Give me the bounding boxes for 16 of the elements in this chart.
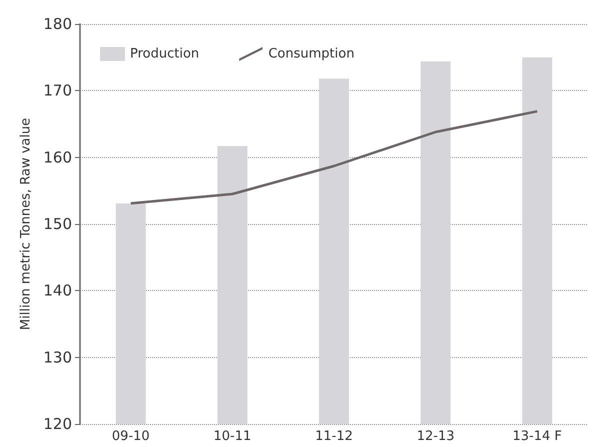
y-tick-label: 150	[43, 215, 72, 233]
y-axis-title: Million metric Tonnes, Raw value	[18, 118, 34, 330]
y-tick-label: 140	[43, 282, 72, 300]
x-tick-label: 10-11	[214, 429, 252, 444]
line-series	[130, 110, 538, 205]
y-tick-label: 180	[43, 15, 72, 33]
x-tick-label: 09-10	[112, 429, 150, 444]
x-tick-label: 11-12	[315, 429, 353, 444]
y-tick-label: 120	[43, 415, 72, 433]
y-tick-label: 130	[43, 348, 72, 366]
legend-label: Consumption	[268, 46, 354, 62]
y-tick-label: 170	[43, 82, 72, 100]
x-tick-label: 13-14 F	[512, 429, 562, 444]
y-tick-label: 160	[43, 148, 72, 166]
legend-label: Production	[130, 46, 200, 62]
x-tick-label: 12-13	[416, 429, 454, 444]
